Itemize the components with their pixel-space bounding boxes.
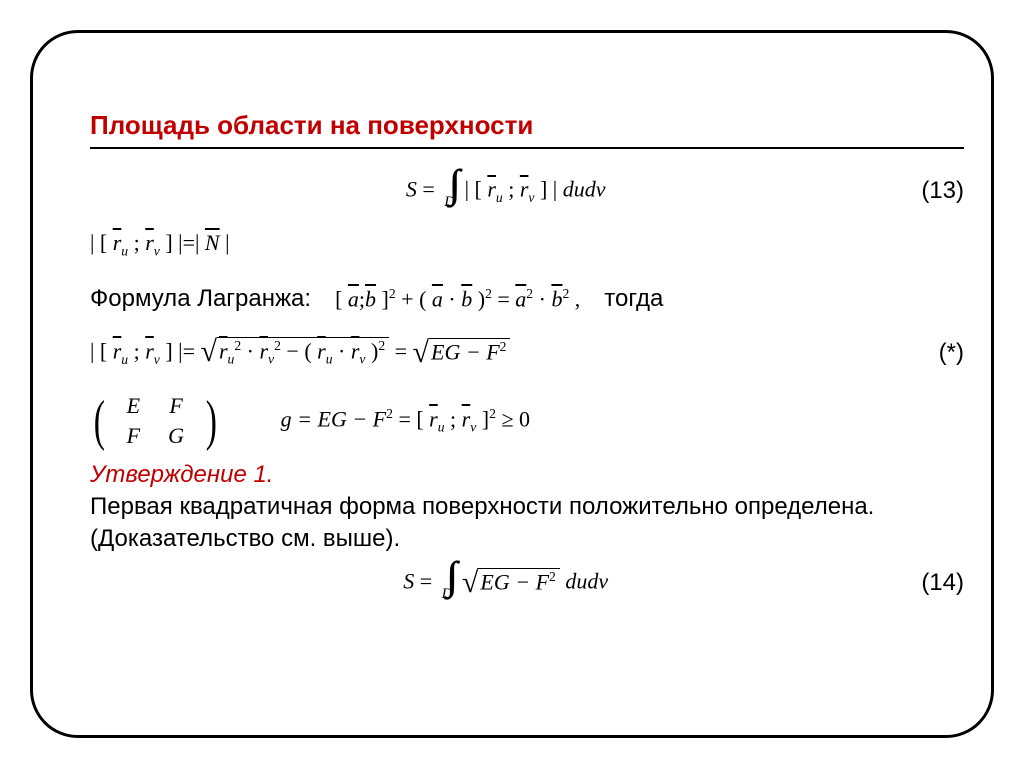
content-area: Площадь области на поверхности S = ∫∫D |… [90, 110, 964, 613]
equation-star: | [ ru ; rv ] |= √ ru2 · rv2 − ( ru · rv… [90, 329, 964, 377]
claim-heading: Утверждение 1. [90, 461, 964, 489]
fundamental-matrix: ( EF FG ) [90, 391, 221, 451]
page-title: Площадь области на поверхности [90, 110, 964, 141]
lagrange-formula: [ a;b ]2 + ( a · b )2 = a2 · b2 , [335, 286, 580, 312]
norm-equals-N: | [ ru ; rv ] |=| N | [90, 221, 964, 269]
matrix-and-det: ( EF FG ) g = EG − F2 = [ ru ; rv ]2 ≥ 0 [90, 391, 964, 451]
lagrange-then: тогда [604, 285, 663, 313]
g-eq: g = EG − F2 = [ ru ; rv ]2 ≥ 0 [281, 406, 530, 436]
eq13-label: (13) [921, 177, 964, 205]
eq14-label: (14) [921, 569, 964, 597]
equation-13: S = ∫∫D | [ ru ; rv ] | dudv (13) [90, 167, 964, 215]
equation-14: S = ∫∫D √ EG − F2 dudv (14) [90, 559, 964, 607]
claim-body: Первая квадратичная форма поверхности по… [90, 493, 964, 521]
lagrange-label: Формула Лагранжа: [90, 285, 311, 313]
claim-proof: (Доказательство см. выше). [90, 525, 964, 553]
star-label: (*) [939, 339, 964, 367]
title-rule [90, 147, 964, 149]
slide: Площадь области на поверхности S = ∫∫D |… [0, 0, 1024, 768]
eq13-math: S = ∫∫D | [ ru ; rv ] | dudv [406, 172, 606, 211]
lagrange-row: Формула Лагранжа: [ a;b ]2 + ( a · b )2 … [90, 275, 964, 323]
